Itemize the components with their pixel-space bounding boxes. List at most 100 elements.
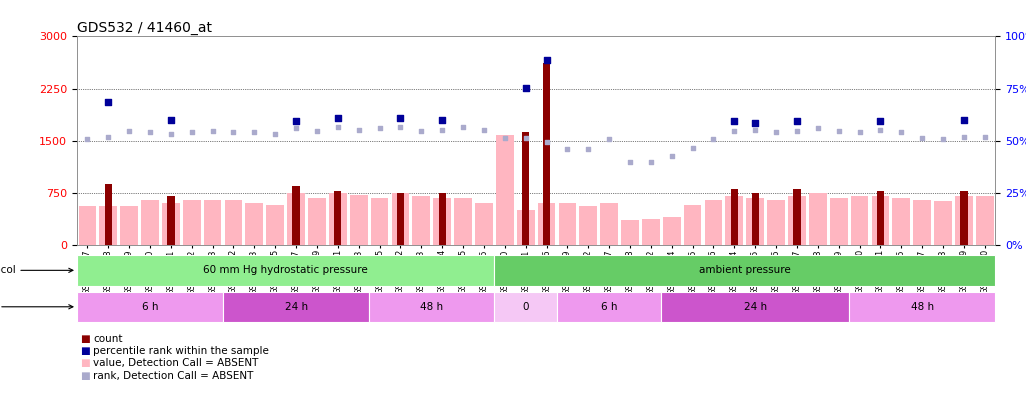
Bar (517, 210, 535, 245)
Point (476, 126, 492, 133)
Text: ■: ■ (80, 334, 90, 344)
Point (413, 128, 430, 134)
Point (142, 129, 158, 136)
Bar (223, 292, 369, 322)
Bar (731, 190, 738, 245)
Text: GDS532 / 41460_at: GDS532 / 41460_at (77, 21, 212, 35)
Bar (438, 193, 446, 245)
Point (79, 135, 95, 142)
Bar (412, 196, 430, 245)
Text: percentile rank within the sample: percentile rank within the sample (93, 346, 269, 356)
Point (246, 129, 263, 136)
Text: 0: 0 (522, 302, 528, 312)
Bar (292, 186, 300, 245)
Text: 60 mm Hg hydrostatic pressure: 60 mm Hg hydrostatic pressure (203, 265, 368, 275)
Bar (580, 206, 597, 245)
Bar (558, 203, 577, 245)
Point (329, 115, 346, 122)
Bar (162, 203, 180, 245)
Point (184, 129, 200, 136)
Bar (475, 203, 492, 245)
Point (455, 124, 471, 130)
Point (684, 145, 701, 151)
Point (517, 85, 534, 91)
Bar (705, 200, 722, 245)
Bar (976, 196, 993, 245)
Text: 24 h: 24 h (284, 302, 308, 312)
Text: 24 h: 24 h (744, 302, 766, 312)
Point (872, 126, 889, 133)
Point (226, 129, 242, 136)
Bar (495, 292, 557, 322)
Point (204, 128, 221, 134)
Bar (100, 206, 117, 245)
Bar (350, 195, 367, 245)
Bar (267, 205, 284, 245)
Point (101, 134, 117, 141)
Point (163, 117, 180, 123)
Text: count: count (93, 334, 123, 344)
Point (434, 117, 450, 123)
Bar (204, 200, 222, 245)
Bar (662, 292, 850, 322)
Bar (287, 193, 305, 245)
Bar (621, 220, 639, 245)
Bar (955, 196, 973, 245)
Text: ■: ■ (80, 371, 90, 381)
Point (642, 158, 659, 165)
Point (309, 128, 325, 134)
Bar (960, 191, 968, 245)
Bar (522, 132, 529, 245)
Point (601, 136, 618, 143)
Bar (788, 196, 805, 245)
Bar (334, 191, 342, 245)
Bar (77, 292, 223, 322)
Bar (183, 200, 201, 245)
Bar (105, 184, 112, 245)
Point (810, 125, 826, 132)
Bar (913, 200, 931, 245)
Point (559, 146, 576, 152)
Point (517, 135, 534, 141)
Point (101, 98, 117, 105)
Bar (455, 198, 472, 245)
Bar (329, 193, 347, 245)
Bar (935, 201, 952, 245)
Point (726, 118, 743, 124)
Bar (369, 292, 495, 322)
Text: value, Detection Call = ABSENT: value, Detection Call = ABSENT (93, 358, 259, 369)
Point (434, 126, 450, 133)
Point (914, 135, 931, 141)
Point (121, 128, 137, 134)
Point (726, 128, 743, 134)
Bar (496, 135, 514, 245)
Text: ambient pressure: ambient pressure (699, 265, 791, 275)
Text: ■: ■ (80, 346, 90, 356)
Bar (830, 198, 847, 245)
Bar (370, 198, 389, 245)
Point (497, 135, 513, 141)
Bar (225, 200, 242, 245)
Point (392, 124, 408, 130)
Bar (543, 63, 550, 245)
Bar (79, 206, 96, 245)
Point (955, 117, 972, 123)
Text: 6 h: 6 h (601, 302, 618, 312)
Text: 48 h: 48 h (421, 302, 443, 312)
Bar (557, 292, 662, 322)
Bar (663, 217, 680, 245)
Text: 6 h: 6 h (142, 302, 158, 312)
Point (288, 125, 305, 132)
Bar (397, 193, 404, 245)
Point (705, 136, 721, 143)
Point (288, 118, 305, 124)
Point (539, 139, 555, 145)
Bar (725, 196, 743, 245)
Point (830, 128, 846, 134)
Text: protocol: protocol (0, 265, 73, 275)
Bar (600, 203, 618, 245)
Point (977, 133, 993, 140)
Bar (851, 196, 868, 245)
Text: ■: ■ (80, 358, 90, 369)
Bar (746, 198, 764, 245)
